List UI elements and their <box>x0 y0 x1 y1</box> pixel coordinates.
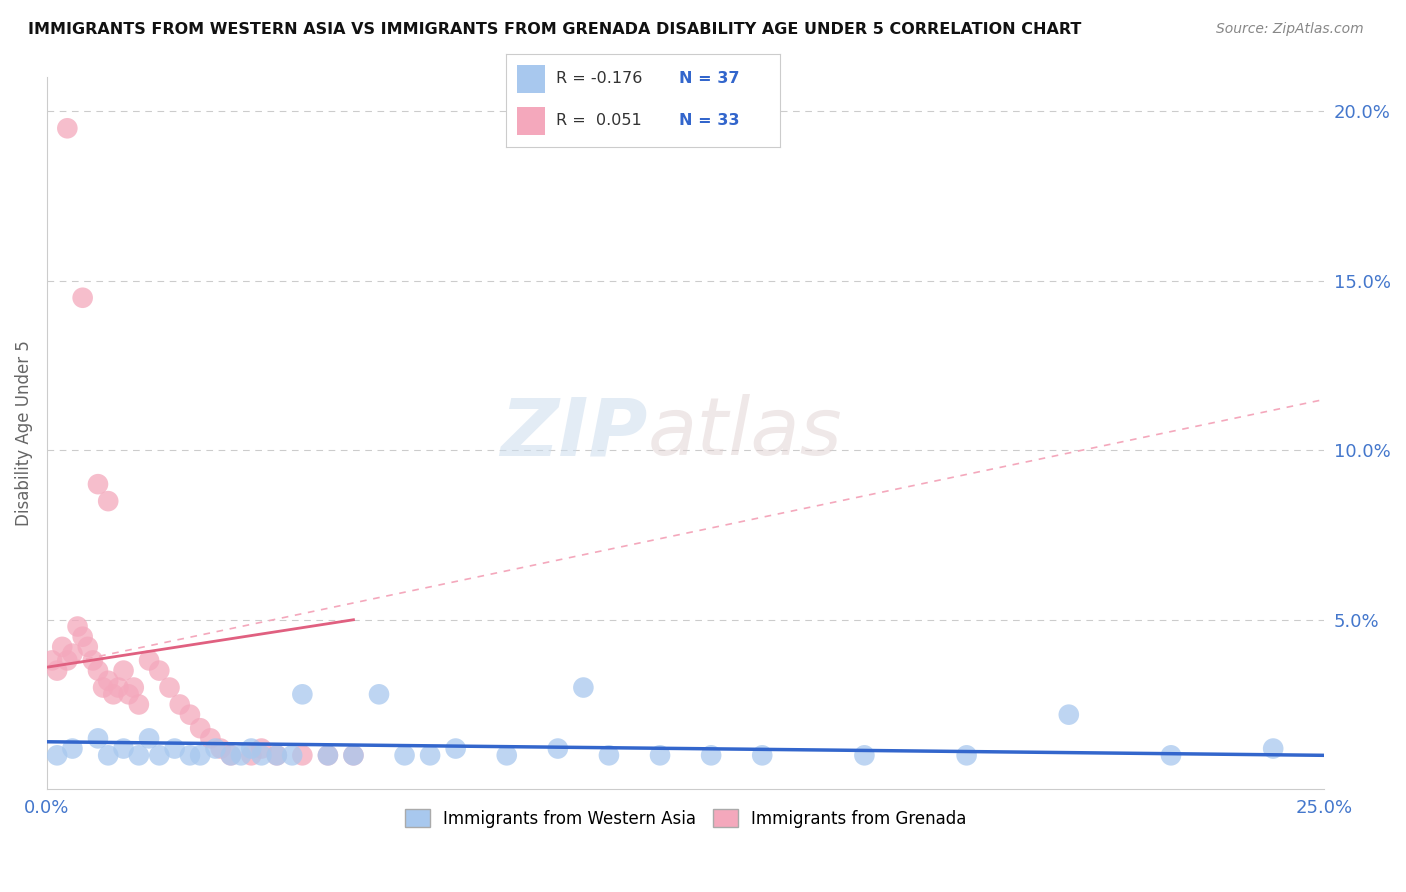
Point <box>87 731 110 746</box>
Point <box>163 741 186 756</box>
Point <box>56 121 79 136</box>
Point <box>219 748 242 763</box>
Point <box>112 741 135 756</box>
Point <box>72 291 94 305</box>
Point <box>188 721 211 735</box>
Point <box>46 664 69 678</box>
Point <box>229 748 252 763</box>
Point <box>103 687 125 701</box>
Point <box>1160 748 1182 763</box>
Point <box>266 748 288 763</box>
Point <box>97 673 120 688</box>
Point <box>240 748 263 763</box>
Point <box>179 748 201 763</box>
Point <box>342 748 364 763</box>
Point <box>87 664 110 678</box>
Text: ZIP: ZIP <box>501 394 647 473</box>
Text: R = -0.176: R = -0.176 <box>555 71 643 87</box>
Point <box>169 698 191 712</box>
Point <box>444 741 467 756</box>
Text: atlas: atlas <box>647 394 842 473</box>
Point <box>112 664 135 678</box>
Point <box>82 653 104 667</box>
Point <box>368 687 391 701</box>
Point <box>41 653 63 667</box>
Point <box>209 741 232 756</box>
Point <box>572 681 595 695</box>
Point <box>138 653 160 667</box>
Y-axis label: Disability Age Under 5: Disability Age Under 5 <box>15 341 32 526</box>
Point <box>1263 741 1285 756</box>
Point <box>200 731 222 746</box>
Point <box>66 619 89 633</box>
Point <box>62 647 84 661</box>
Point <box>250 741 273 756</box>
Point <box>72 630 94 644</box>
Point <box>751 748 773 763</box>
Text: Source: ZipAtlas.com: Source: ZipAtlas.com <box>1216 22 1364 37</box>
Point <box>204 741 226 756</box>
Point <box>853 748 876 763</box>
Point <box>316 748 339 763</box>
Point <box>159 681 181 695</box>
Point <box>138 731 160 746</box>
Text: N = 37: N = 37 <box>679 71 740 87</box>
Legend: Immigrants from Western Asia, Immigrants from Grenada: Immigrants from Western Asia, Immigrants… <box>398 803 973 834</box>
Point <box>342 748 364 763</box>
Point <box>87 477 110 491</box>
Point <box>51 640 73 654</box>
Point <box>76 640 98 654</box>
Point <box>291 748 314 763</box>
Point <box>148 664 170 678</box>
Point <box>148 748 170 763</box>
Point <box>179 707 201 722</box>
FancyBboxPatch shape <box>517 65 544 93</box>
Point <box>128 698 150 712</box>
Point <box>1057 707 1080 722</box>
Point <box>266 748 288 763</box>
Point <box>219 748 242 763</box>
Point <box>97 494 120 508</box>
Point <box>117 687 139 701</box>
Point <box>91 681 114 695</box>
FancyBboxPatch shape <box>517 107 544 135</box>
Point <box>316 748 339 763</box>
Point <box>281 748 304 763</box>
Point <box>62 741 84 756</box>
Point <box>547 741 569 756</box>
Point <box>250 748 273 763</box>
Point <box>122 681 145 695</box>
Point <box>128 748 150 763</box>
Text: IMMIGRANTS FROM WESTERN ASIA VS IMMIGRANTS FROM GRENADA DISABILITY AGE UNDER 5 C: IMMIGRANTS FROM WESTERN ASIA VS IMMIGRAN… <box>28 22 1081 37</box>
Point <box>107 681 129 695</box>
Point <box>46 748 69 763</box>
Point <box>394 748 416 763</box>
Text: R =  0.051: R = 0.051 <box>555 113 641 128</box>
Point <box>419 748 441 763</box>
Point <box>598 748 620 763</box>
Point <box>188 748 211 763</box>
Point <box>56 653 79 667</box>
Point <box>495 748 517 763</box>
Point <box>240 741 263 756</box>
Point <box>700 748 723 763</box>
Text: N = 33: N = 33 <box>679 113 740 128</box>
Point <box>648 748 671 763</box>
Point <box>291 687 314 701</box>
Point <box>97 748 120 763</box>
Point <box>955 748 977 763</box>
